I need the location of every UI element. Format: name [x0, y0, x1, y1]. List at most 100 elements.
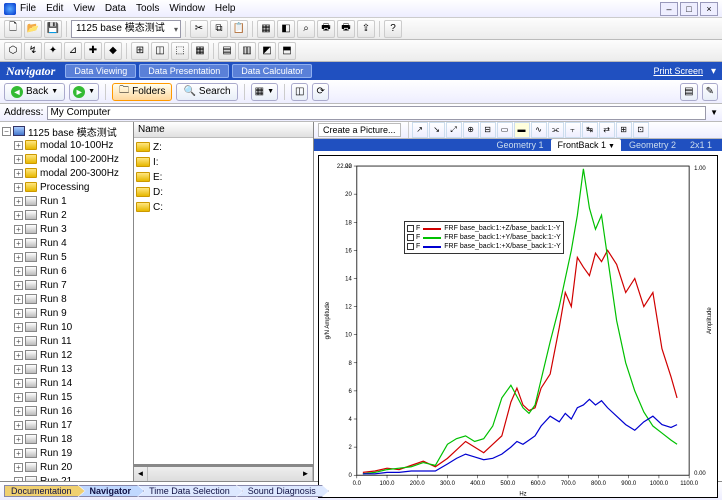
- tree-root[interactable]: −1125 base 模态测试: [2, 124, 131, 138]
- chart-tool-icon[interactable]: ⇄: [599, 122, 615, 138]
- menu-window[interactable]: Window: [169, 3, 205, 14]
- chart-tool-icon[interactable]: ⊟: [480, 122, 496, 138]
- drive-item[interactable]: C:: [136, 200, 311, 214]
- drive-item[interactable]: D:: [136, 185, 311, 199]
- chart-tab[interactable]: FrontBack 1▼: [551, 139, 620, 151]
- tool-icon[interactable]: ▦: [257, 20, 275, 38]
- tool-icon[interactable]: ▥: [238, 42, 256, 60]
- tool-icon[interactable]: ◆: [104, 42, 122, 60]
- back-button[interactable]: ◄Back▼: [4, 83, 65, 101]
- print-icon[interactable]: 🖶: [317, 20, 335, 38]
- menu-help[interactable]: Help: [215, 3, 236, 14]
- breadcrumb[interactable]: Sound Diagnosis: [237, 485, 329, 497]
- chart-legend[interactable]: FFRF base_back:1:+Z/base_back:1:-YFFRF b…: [404, 221, 564, 254]
- tree-run-item[interactable]: +Run 7: [2, 278, 131, 292]
- folders-button[interactable]: 🗀Folders: [112, 83, 172, 101]
- chart-plot[interactable]: 0.0100.0200.0300.0400.0500.0600.0700.080…: [318, 155, 718, 498]
- paste-icon[interactable]: 📋: [230, 20, 248, 38]
- tree-run-item[interactable]: +Run 18: [2, 432, 131, 446]
- breadcrumb[interactable]: Navigator: [79, 485, 145, 497]
- tree-run-item[interactable]: +Run 15: [2, 390, 131, 404]
- save-icon[interactable]: 💾: [44, 20, 62, 38]
- tree-run-item[interactable]: +Run 4: [2, 236, 131, 250]
- tree-run-item[interactable]: +Run 10: [2, 320, 131, 334]
- new-icon[interactable]: 🗋: [4, 20, 22, 38]
- drive-item[interactable]: Z:: [136, 140, 311, 154]
- forward-button[interactable]: ►▼: [69, 83, 99, 101]
- chart-tool-icon[interactable]: ∿: [531, 122, 547, 138]
- tool-button[interactable]: ⟳: [312, 83, 328, 101]
- scroll-left-icon[interactable]: ◄: [134, 467, 148, 481]
- tool-icon[interactable]: ▦: [191, 42, 209, 60]
- name-column-header[interactable]: Name: [134, 122, 313, 138]
- tree-item[interactable]: +modal 200-300Hz: [2, 166, 131, 180]
- tool-icon[interactable]: ✚: [84, 42, 102, 60]
- scroll-right-icon[interactable]: ►: [299, 467, 313, 481]
- tool-icon[interactable]: ◩: [258, 42, 276, 60]
- print-screen-link[interactable]: Print Screen: [653, 66, 703, 76]
- help-icon[interactable]: ?: [384, 20, 402, 38]
- tree-item[interactable]: +modal 10-100Hz: [2, 138, 131, 152]
- tree-run-item[interactable]: +Run 14: [2, 376, 131, 390]
- tool-button[interactable]: ◫: [291, 83, 308, 101]
- tree-item[interactable]: +modal 100-200Hz: [2, 152, 131, 166]
- print-setup-icon[interactable]: 🖶: [337, 20, 355, 38]
- chart-tab[interactable]: 2x1 1: [684, 139, 718, 151]
- tree-run-item[interactable]: +Run 17: [2, 418, 131, 432]
- open-icon[interactable]: 📂: [24, 20, 42, 38]
- minimize-button[interactable]: –: [660, 2, 678, 16]
- tool-icon[interactable]: ✦: [44, 42, 62, 60]
- tool-icon[interactable]: ↯: [24, 42, 42, 60]
- menu-tools[interactable]: Tools: [136, 3, 159, 14]
- tree-run-item[interactable]: +Run 3: [2, 222, 131, 236]
- tool-icon[interactable]: ⬚: [171, 42, 189, 60]
- menu-file[interactable]: File: [20, 3, 36, 14]
- nav-tab[interactable]: Data Viewing: [65, 64, 136, 78]
- tree-run-item[interactable]: +Run 1: [2, 194, 131, 208]
- breadcrumb[interactable]: Documentation: [4, 485, 85, 497]
- chart-tab[interactable]: Geometry 2: [623, 139, 682, 151]
- tree-run-item[interactable]: +Run 21: [2, 474, 131, 481]
- project-combo[interactable]: 1125 base 模态测试: [71, 20, 181, 38]
- drive-item[interactable]: I:: [136, 155, 311, 169]
- tool-icon[interactable]: ⬡: [4, 42, 22, 60]
- menu-data[interactable]: Data: [105, 3, 126, 14]
- tool-icon[interactable]: ⌕: [297, 20, 315, 38]
- create-picture-button[interactable]: Create a Picture...: [318, 123, 401, 137]
- tree-run-item[interactable]: +Run 8: [2, 292, 131, 306]
- drive-item[interactable]: E:: [136, 170, 311, 184]
- folder-tree[interactable]: −1125 base 模态测试+modal 10-100Hz+modal 100…: [0, 122, 134, 481]
- view-button[interactable]: ▦▼: [251, 83, 278, 101]
- copy-icon[interactable]: ⧉: [210, 20, 228, 38]
- nav-tab[interactable]: Data Presentation: [139, 64, 229, 78]
- maximize-button[interactable]: □: [680, 2, 698, 16]
- chart-tool-icon[interactable]: ↗: [412, 122, 428, 138]
- tool-icon[interactable]: ▤: [218, 42, 236, 60]
- tree-run-item[interactable]: +Run 11: [2, 334, 131, 348]
- tree-item[interactable]: +Processing: [2, 180, 131, 194]
- tool-icon[interactable]: ⊿: [64, 42, 82, 60]
- nav-tab[interactable]: Data Calculator: [232, 64, 312, 78]
- chart-tool-icon[interactable]: ⊡: [633, 122, 649, 138]
- chart-tool-icon[interactable]: ▬: [514, 122, 530, 138]
- chart-tool-icon[interactable]: ⤢: [446, 122, 462, 138]
- tool-button[interactable]: ▤: [680, 83, 697, 101]
- tool-icon[interactable]: ◫: [151, 42, 169, 60]
- tool-icon[interactable]: ◧: [277, 20, 295, 38]
- chart-tool-icon[interactable]: ⊞: [616, 122, 632, 138]
- tree-run-item[interactable]: +Run 5: [2, 250, 131, 264]
- tool-button[interactable]: ✎: [702, 83, 718, 101]
- tool-icon[interactable]: ⊞: [131, 42, 149, 60]
- address-input[interactable]: [47, 106, 706, 120]
- breadcrumb[interactable]: Time Data Selection: [138, 485, 243, 497]
- tree-run-item[interactable]: +Run 19: [2, 446, 131, 460]
- tree-run-item[interactable]: +Run 13: [2, 362, 131, 376]
- tree-run-item[interactable]: +Run 6: [2, 264, 131, 278]
- chart-tool-icon[interactable]: ↘: [429, 122, 445, 138]
- menu-view[interactable]: View: [73, 3, 95, 14]
- tree-run-item[interactable]: +Run 12: [2, 348, 131, 362]
- export-icon[interactable]: ⇪: [357, 20, 375, 38]
- cut-icon[interactable]: ✂: [190, 20, 208, 38]
- tool-icon[interactable]: ⬒: [278, 42, 296, 60]
- chart-tool-icon[interactable]: ⊕: [463, 122, 479, 138]
